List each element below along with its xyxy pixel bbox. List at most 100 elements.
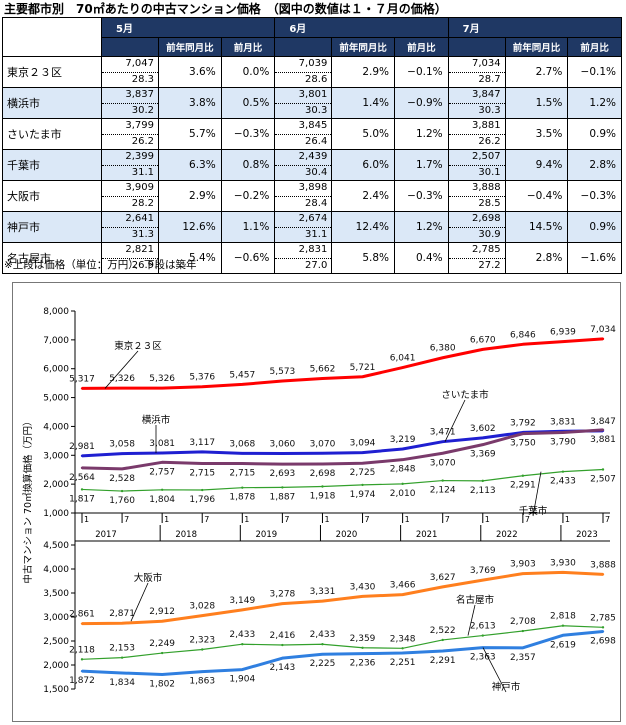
building-age-value: 28.7 [478, 73, 501, 85]
leader-line [104, 350, 139, 389]
price-age-cell: 3,801 30.3 [274, 87, 333, 119]
table-row: 東京２３区 7,047 28.3 3.6% 0.0% 7,039 28.6 2.9% −0.1%… [2, 56, 622, 88]
data-point [160, 651, 164, 655]
price-age-cell: 2,831 27.0 [274, 242, 333, 274]
y-tick-label: 1,500 [43, 685, 69, 695]
price-value: 2,641 [102, 212, 158, 228]
mom-change: −0.6% [220, 242, 276, 274]
building-age-value: 27.2 [478, 259, 501, 271]
y-tick-label: 2,000 [43, 480, 69, 490]
series-line [81, 428, 604, 471]
table-row: さいたま市 3,799 26.2 5.7% −0.3% 3,845 26.4 5.0% 1.2%… [2, 118, 622, 150]
x-tick-label: 1 [405, 515, 410, 524]
data-point [321, 485, 324, 488]
price-age-cell: 3,847 30.3 [447, 87, 506, 119]
data-point [321, 653, 324, 656]
mom-change: 0.5% [220, 87, 276, 119]
x-tick-label: 1 [565, 515, 570, 524]
price-age-cell: 3,898 28.4 [274, 180, 333, 212]
price-age-cell: 2,785 27.2 [447, 242, 506, 274]
table-month-header-row: 5月 6月 7月 [2, 17, 623, 57]
x-tick-label: 7 [124, 515, 129, 524]
price-value: 2,507 [448, 150, 505, 166]
year-label: 2022 [496, 530, 518, 540]
data-label: 2,153 [109, 644, 135, 654]
price-value: 3,881 [448, 119, 505, 135]
data-label: 2,433 [550, 477, 576, 487]
data-point [201, 488, 204, 492]
data-label: 6,670 [470, 335, 496, 345]
data-label: 2,251 [390, 658, 416, 668]
data-point [120, 621, 124, 625]
data-label: 3,790 [550, 437, 576, 447]
data-label: 5,662 [310, 364, 336, 374]
price-line-chart: 1,000 2,000 3,000 4,000 5,000 6,000 7,000 8,000… [22, 307, 616, 695]
building-age-value: 28.3 [131, 73, 154, 85]
data-label: 3,881 [590, 435, 616, 445]
yoy-change: 6.3% [158, 149, 222, 181]
month-header: 7月 [447, 17, 623, 38]
yoy-change: 2.9% [158, 180, 222, 212]
data-label: 3,070 [430, 458, 456, 468]
data-label: 2,861 [69, 610, 95, 620]
price-value: 3,898 [275, 181, 332, 197]
mom-change: −0.3% [567, 180, 622, 212]
data-label: 3,028 [189, 602, 215, 612]
data-label: 2,912 [149, 607, 175, 617]
yoy-change: 14.5% [504, 211, 569, 243]
data-label: 3,149 [229, 596, 255, 606]
building-age-value: 30.9 [478, 228, 501, 240]
data-point [601, 428, 605, 432]
data-point [201, 614, 204, 617]
price-value: 3,801 [275, 88, 332, 104]
price-col-header [274, 37, 333, 57]
yoy-change: 3.8% [158, 87, 222, 119]
data-point [160, 673, 164, 676]
data-label: 3,930 [550, 558, 576, 568]
mom-change: −0.1% [567, 56, 622, 88]
building-age-value: 28.4 [305, 197, 328, 209]
table-row: 名古屋市 2,821 26.9 5.4% −0.6% 2,831 27.0 5.8% 0.4% 2… [2, 242, 622, 274]
price-age-cell: 2,439 30.4 [274, 149, 333, 181]
data-point [441, 479, 444, 482]
data-label: 2,249 [149, 639, 175, 649]
data-label: 2,416 [270, 631, 296, 641]
building-age-value: 30.3 [305, 104, 328, 116]
x-tick-label: 1 [84, 515, 89, 524]
data-label: 3,847 [590, 417, 616, 427]
data-label: 1,872 [69, 676, 95, 686]
chart-panel: 1,000 2,000 3,000 4,000 5,000 6,000 7,000 8,000… [12, 282, 621, 722]
table-row: 大阪市 3,909 28.2 2.9% −0.2% 3,898 28.4 2.4% −0.3% 3… [2, 180, 622, 212]
mom-change: 1.2% [394, 211, 449, 243]
data-label: 2,715 [229, 469, 255, 479]
data-label: 2,118 [69, 645, 95, 655]
data-label: 2,698 [310, 469, 336, 479]
leader-line [444, 399, 466, 442]
data-label: 6,380 [430, 344, 456, 354]
data-point [321, 599, 324, 603]
price-value: 2,821 [102, 243, 158, 259]
price-age-cell: 2,399 31.1 [101, 149, 159, 181]
data-label: 2,291 [510, 481, 536, 491]
price-age-cell: 3,837 30.2 [101, 87, 159, 119]
series-name-label: 横浜市 [142, 414, 171, 426]
data-point [441, 585, 444, 589]
mom-change: 2.8% [567, 149, 622, 181]
building-age-value: 31.1 [131, 166, 154, 178]
data-label: 2,124 [430, 486, 456, 496]
data-point [361, 451, 364, 454]
mom-change: 0.9% [567, 118, 622, 150]
data-label: 3,471 [430, 428, 456, 438]
data-label: 3,058 [109, 440, 135, 450]
x-tick-label: 7 [204, 515, 209, 524]
month-header: 6月 [274, 17, 449, 38]
data-point [241, 608, 244, 612]
building-age-value: 30.1 [478, 166, 501, 178]
price-value: 2,399 [102, 150, 158, 166]
data-point [401, 482, 404, 486]
leader-line [130, 582, 149, 622]
series-line [81, 625, 604, 660]
data-point [561, 470, 565, 473]
data-point [441, 649, 444, 653]
mom-change: 1.7% [394, 149, 449, 181]
